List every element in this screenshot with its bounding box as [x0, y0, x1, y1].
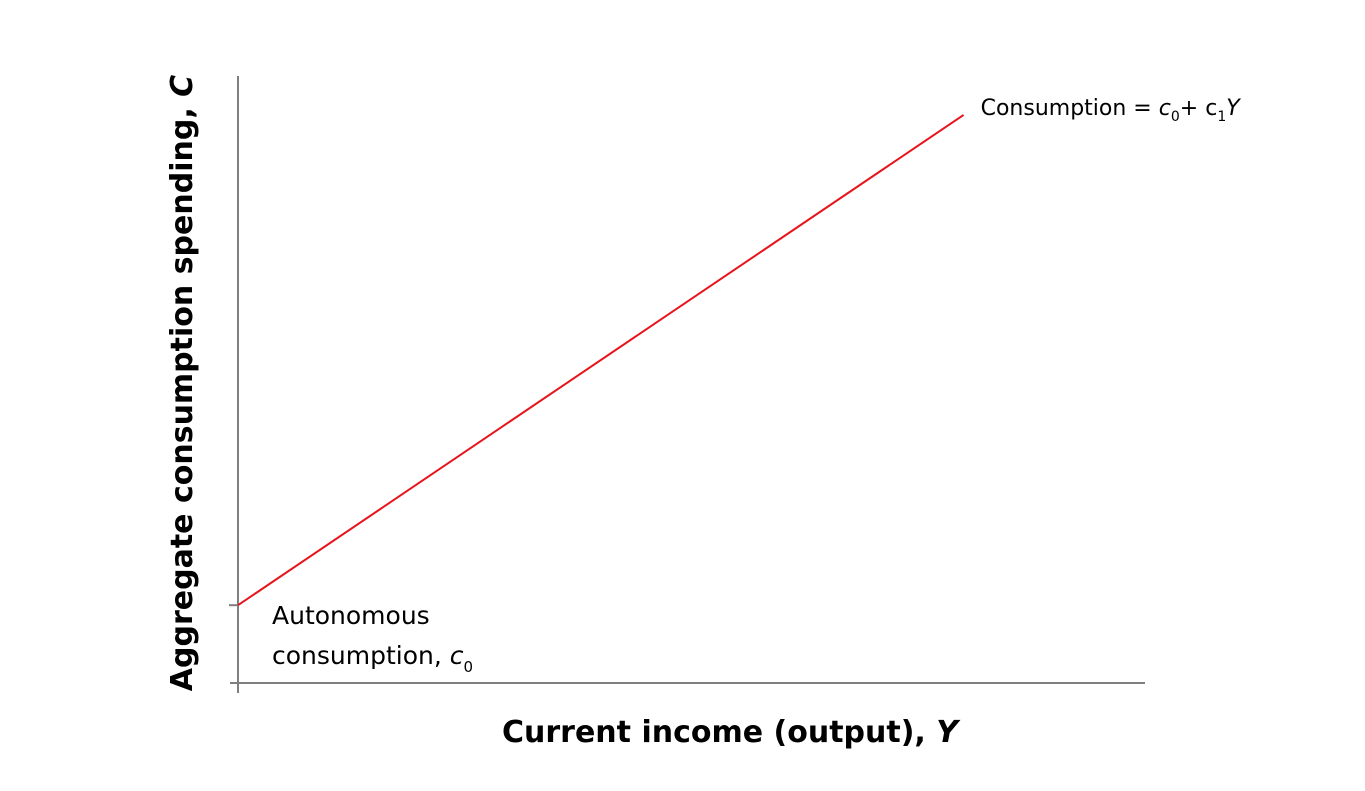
intercept-label-subscript: 0 — [464, 658, 474, 676]
line-label-c1: c — [1205, 96, 1217, 121]
line-label-plus: + — [1180, 96, 1205, 121]
x-axis-title-text: Current income (output), — [502, 715, 936, 750]
line-label-c0-subscript: 0 — [1171, 109, 1180, 125]
intercept-label-text: consumption, — [272, 641, 450, 670]
intercept-label-line2: consumption, c0 — [272, 641, 473, 676]
line-label-c1-subscript: 1 — [1217, 109, 1226, 125]
line-label-c0: c — [1159, 96, 1171, 121]
consumption-line — [237, 114, 965, 607]
y-axis-title-text: Aggregate consumption spending, — [165, 97, 200, 691]
y-axis-title: Aggregate consumption spending, C — [165, 75, 200, 691]
x-axis-title: Current income (output), Y — [502, 715, 961, 750]
x-axis-title-var: Y — [936, 715, 961, 750]
consumption-line-label: Consumption = c0+ c1Y — [981, 96, 1242, 125]
line-label-var: Y — [1226, 96, 1241, 121]
line-label-prefix: Consumption = — [981, 96, 1159, 121]
y-axis-title-var: C — [165, 75, 200, 97]
intercept-label-line1: Autonomous — [272, 601, 430, 630]
intercept-label-var: c — [450, 641, 464, 670]
